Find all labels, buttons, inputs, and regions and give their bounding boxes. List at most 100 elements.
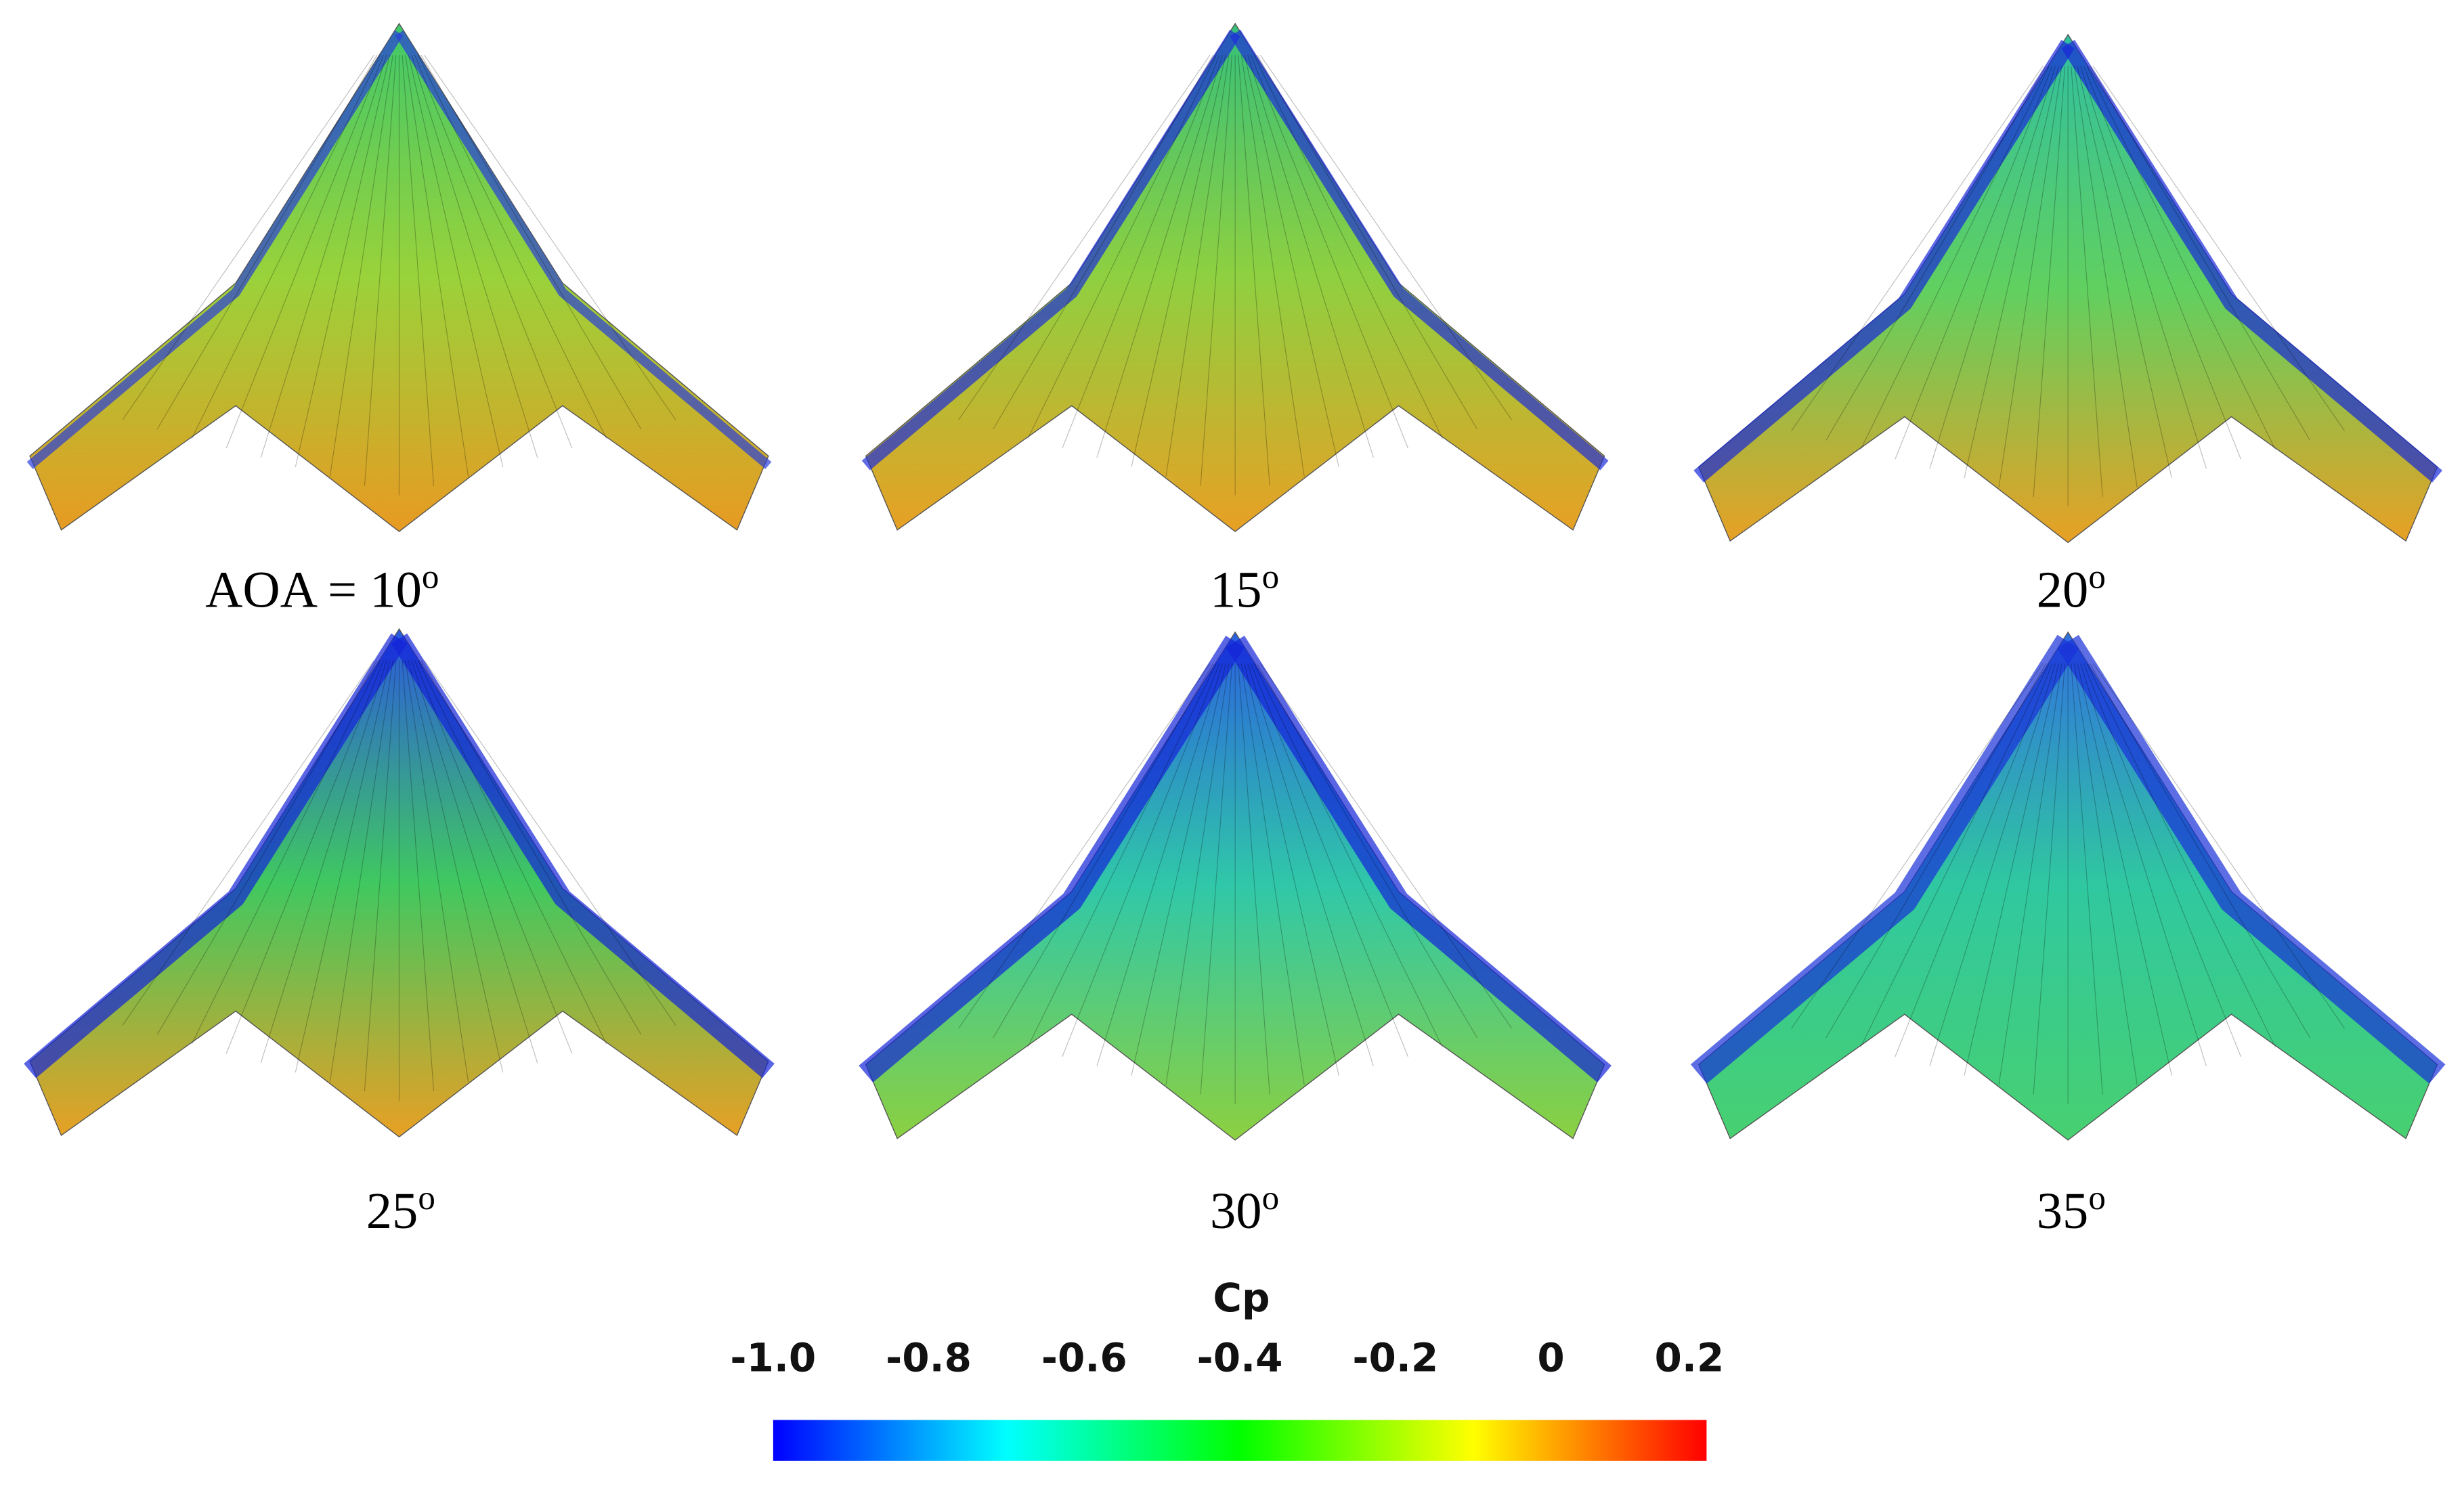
leading-edge (395, 30, 772, 469)
streamline (1791, 66, 2044, 431)
streamline (329, 660, 393, 1083)
streamline (1257, 663, 1478, 1039)
panel-label: 25o (366, 1179, 435, 1240)
streamline (295, 55, 391, 467)
streamline (2080, 66, 2207, 469)
streamline (2071, 663, 2103, 1095)
streamline (191, 660, 381, 1045)
colorbar-tick-label: -0.4 (1197, 1334, 1283, 1380)
wing (865, 22, 1605, 532)
streamline (2077, 663, 2172, 1076)
streamline (420, 660, 642, 1035)
panel-label: AOA = 10o (205, 557, 439, 619)
streamline (1825, 66, 2047, 441)
streamline (2086, 66, 2276, 450)
streamline (1200, 55, 1233, 486)
streamline (1244, 55, 1339, 467)
streamline (958, 663, 1211, 1029)
colorbar (773, 1420, 1707, 1461)
streamline (2092, 66, 2346, 431)
colorbar-tick-label: 0 (1537, 1334, 1564, 1380)
degree: o (422, 557, 439, 596)
streamline (2033, 663, 2066, 1095)
streamline (1259, 54, 1513, 420)
leading-edge (391, 633, 775, 1078)
degree: o (1262, 1179, 1280, 1217)
angle: 20 (2037, 561, 2089, 619)
streamline (1250, 663, 1408, 1057)
streamline (1247, 55, 1374, 458)
streamline (411, 660, 538, 1064)
streamline (1131, 663, 1226, 1076)
streamline (1825, 663, 2047, 1039)
panel-label: 30o (1210, 1179, 1279, 1240)
streamline (1062, 55, 1220, 449)
angle: 35 (2037, 1182, 2089, 1240)
streamline (2090, 663, 2311, 1039)
streamline (122, 54, 374, 420)
streamline (1929, 66, 2056, 469)
streamline (2077, 66, 2172, 479)
leading-edge (24, 633, 408, 1078)
panel-label: 20o (2037, 557, 2106, 619)
streamline (405, 55, 469, 477)
streamline (225, 55, 384, 449)
streamline (122, 660, 374, 1026)
wing (29, 22, 769, 532)
streamline (1860, 663, 2050, 1048)
colorbar-tick-label: -0.6 (1041, 1334, 1127, 1380)
streamline (1096, 663, 1224, 1066)
streamline (424, 54, 676, 420)
streamline (2033, 66, 2066, 498)
colorbar-tick-label: -1.0 (730, 1334, 816, 1380)
streamline (1998, 663, 2062, 1085)
streamline (402, 660, 435, 1092)
streamline (364, 55, 397, 486)
leading-edge (2057, 634, 2446, 1084)
streamline (1062, 663, 1220, 1057)
streamline (1247, 663, 1374, 1066)
streamline (2083, 663, 2241, 1057)
streamline (405, 660, 469, 1083)
angle: 30 (1210, 1182, 1262, 1240)
leading-edge (1230, 29, 1609, 471)
streamline (2073, 66, 2138, 488)
streamline (1238, 55, 1270, 486)
streamline (1895, 663, 2053, 1057)
streamline (1244, 663, 1339, 1076)
streamline (156, 55, 378, 430)
streamline (260, 55, 387, 458)
streamline (329, 55, 393, 477)
streamline (2083, 66, 2241, 460)
streamline (225, 660, 384, 1054)
streamline (1895, 66, 2053, 460)
streamline (1860, 66, 2050, 450)
streamline (1791, 663, 2044, 1029)
streamline (1964, 66, 2059, 479)
streamline (1200, 663, 1233, 1095)
streamline (2086, 663, 2276, 1048)
leading-edge (26, 30, 404, 469)
degree: o (418, 1179, 435, 1217)
panel-label: 35o (2037, 1179, 2106, 1240)
streamline (408, 660, 504, 1073)
streamline (1165, 55, 1230, 477)
streamline (2080, 663, 2207, 1066)
streamline (1250, 55, 1408, 449)
colorbar-title: Cp (1213, 1275, 1270, 1321)
streamline (424, 660, 676, 1026)
streamline (295, 660, 391, 1073)
leading-edge (861, 29, 1240, 471)
streamline (411, 55, 538, 458)
leading-edge (1693, 39, 2075, 483)
angle: AOA = 10 (205, 561, 422, 619)
degree: o (2088, 1179, 2106, 1217)
streamline (993, 663, 1214, 1039)
streamline (191, 55, 381, 439)
streamline (1165, 663, 1230, 1085)
streamline (1096, 55, 1224, 458)
streamline (1257, 55, 1478, 430)
streamline (2092, 663, 2346, 1029)
streamline (420, 55, 642, 430)
